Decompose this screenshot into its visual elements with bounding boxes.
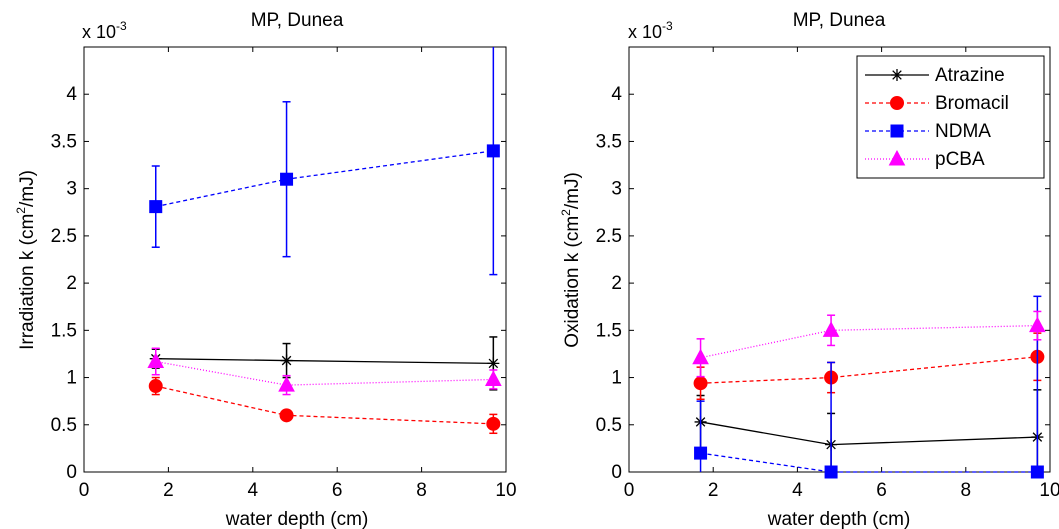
x-tick-label: 8	[416, 480, 427, 501]
legend-marker-bromacil	[890, 96, 904, 110]
series-line-atrazine	[155, 358, 494, 365]
data-point-ndma	[149, 200, 163, 214]
data-point-pcba	[822, 321, 840, 337]
legend-marker-pcba	[888, 149, 906, 166]
x-tick-label: 0	[79, 480, 90, 501]
series-ndma	[694, 295, 1044, 479]
oxidation-chart: MP, Dunea x 10-3 water depth (cm) Oxidat…	[559, 10, 1059, 529]
legend-marker-atrazine	[891, 69, 903, 81]
x-tick-label: 10	[495, 480, 516, 501]
series-line-bromacil	[155, 385, 494, 425]
series-ndma	[149, 47, 500, 276]
y-tick-label: 3	[66, 179, 77, 200]
y-tick-label: 3	[611, 179, 622, 200]
data-point-atrazine	[280, 354, 293, 367]
data-point-pcba	[147, 352, 165, 368]
series-line-ndma	[155, 150, 494, 208]
chart-title: MP, Dunea	[793, 10, 886, 31]
y-tick-label: 4	[611, 84, 622, 105]
series-line-ndma	[700, 452, 1038, 473]
legend-marker-ndma	[890, 124, 904, 138]
y-tick-label: 4	[66, 84, 77, 105]
data-point-ndma	[694, 446, 708, 460]
series-line-pcba	[700, 324, 1038, 359]
y-scale-factor: x 10-3	[82, 19, 127, 42]
series-line-bromacil	[700, 356, 1038, 384]
series-atrazine	[149, 336, 500, 391]
y-tick-label: 0.5	[51, 415, 77, 436]
data-point-pcba	[278, 376, 295, 392]
x-tick-label: 4	[792, 480, 803, 501]
series-bromacil	[693, 332, 1045, 401]
data-point-pcba	[485, 370, 502, 386]
y-tick-label: 0	[611, 462, 622, 483]
data-point-ndma	[824, 465, 838, 479]
x-axis-label: water depth (cm)	[767, 509, 911, 529]
legend-label-atrazine: Atrazine	[935, 65, 1005, 86]
y-tick-label: 2.5	[51, 226, 77, 247]
y-axis-label: Oxidation k (cm2/mJ)	[559, 172, 583, 348]
y-tick-label: 3.5	[51, 131, 77, 152]
chart-title: MP, Dunea	[251, 10, 344, 31]
data-point-ndma	[1030, 465, 1044, 479]
y-tick-label: 0.5	[596, 415, 622, 436]
data-point-atrazine	[487, 357, 500, 370]
x-tick-label: 2	[163, 480, 174, 501]
x-tick-label: 6	[876, 480, 887, 501]
y-tick-label: 2.5	[596, 226, 622, 247]
series-pcba	[147, 347, 502, 396]
data-point-ndma	[486, 144, 500, 158]
y-tick-label: 0	[66, 462, 77, 483]
series-atrazine	[694, 389, 1044, 472]
data-point-pcba	[692, 348, 709, 365]
y-tick-label: 2	[611, 273, 622, 294]
x-tick-label: 2	[708, 480, 719, 501]
y-tick-label: 1	[611, 368, 622, 389]
data-point-pcba	[1029, 316, 1046, 333]
y-axis-label: Irradiation k (cm2/mJ)	[14, 170, 38, 350]
series-line-pcba	[155, 360, 494, 386]
x-tick-label: 10	[1039, 480, 1059, 501]
data-point-bromacil	[486, 416, 501, 431]
x-tick-label: 0	[624, 480, 635, 501]
irradiation-chart: MP, Dunea x 10-3 water depth (cm) Irradi…	[14, 10, 517, 529]
x-tick-label: 6	[332, 480, 343, 501]
legend-box	[856, 55, 1045, 179]
x-axis-label: water depth (cm)	[225, 509, 369, 529]
data-point-bromacil	[279, 408, 294, 423]
x-tick-label: 8	[961, 480, 972, 501]
y-tick-label: 1.5	[51, 320, 77, 341]
series-bromacil	[148, 376, 501, 435]
series-pcba	[692, 310, 1046, 378]
x-tick-label: 4	[248, 480, 259, 501]
legend-label-pcba: pCBA	[935, 149, 985, 170]
legend-label-ndma: NDMA	[935, 121, 991, 142]
data-point-ndma	[280, 172, 294, 186]
y-tick-label: 1	[66, 368, 77, 389]
y-tick-label: 3.5	[596, 131, 622, 152]
legend-label-bromacil: Bromacil	[935, 93, 1009, 114]
data-point-bromacil	[148, 379, 163, 394]
series-line-atrazine	[700, 421, 1038, 446]
plot-frame	[83, 46, 507, 473]
y-tick-label: 1.5	[596, 320, 622, 341]
data-point-bromacil	[693, 376, 708, 391]
y-scale-factor: x 10-3	[628, 19, 673, 42]
legend: Atrazine Bromacil NDMA pCBA	[856, 55, 1045, 179]
y-tick-label: 2	[66, 273, 77, 294]
